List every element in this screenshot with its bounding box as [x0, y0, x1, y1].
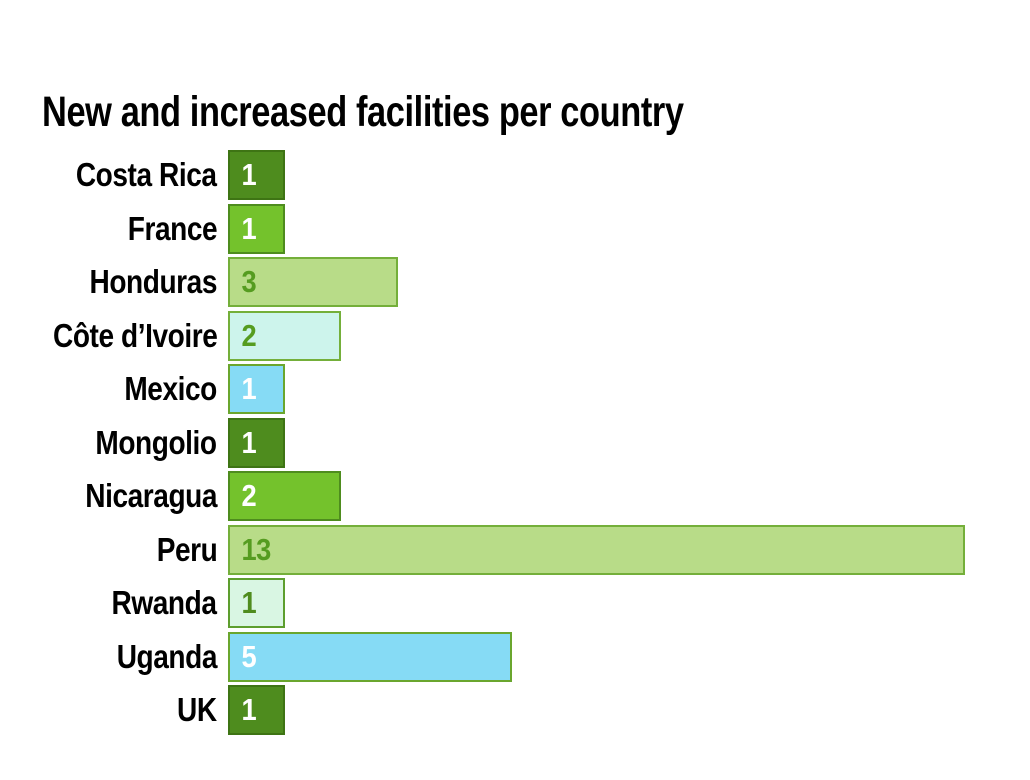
category-label: Rwanda [111, 584, 217, 621]
bar: 1 [228, 364, 285, 414]
bar: 1 [228, 578, 285, 628]
bar-value-label: 13 [241, 531, 271, 567]
bar-value-label: 1 [241, 424, 257, 460]
bar-value-label: 5 [241, 638, 257, 674]
bar-value-label: 1 [241, 210, 257, 246]
bar: 3 [228, 257, 399, 307]
bar: 2 [228, 471, 342, 521]
bar: 1 [228, 150, 285, 200]
category-label: Mexico [124, 370, 217, 407]
bar-value-label: 2 [241, 478, 257, 513]
bar-value-label: 1 [241, 371, 257, 406]
chart-row: Côte d’Ivoire 2 [0, 310, 1030, 361]
category-label: Côte d’Ivoire [52, 316, 218, 354]
bar-chart: Costa Rica 1 France 1 Honduras 3 Côte d’Ivoire… [0, 150, 1030, 750]
chart-row: Mexico 1 [0, 364, 1030, 414]
category-label: Uganda [116, 637, 218, 675]
category-label: Honduras [89, 263, 217, 300]
bar-value-label: 1 [241, 692, 257, 727]
bar: 2 [228, 310, 342, 361]
chart-row: France 1 [0, 203, 1030, 254]
category-label: Peru [156, 530, 217, 568]
bar: 1 [228, 685, 285, 735]
category-label: Costa Rica [76, 156, 217, 193]
chart-row: Peru 13 [0, 524, 1030, 575]
bar: 5 [228, 631, 512, 682]
bar-value-label: 2 [241, 317, 257, 353]
bar-value-label: 3 [241, 264, 257, 299]
bar: 13 [228, 524, 966, 575]
bar: 1 [228, 417, 285, 468]
category-label: Mongolio [95, 423, 218, 461]
chart-row: Honduras 3 [0, 257, 1030, 307]
chart-row: Mongolio 1 [0, 417, 1030, 468]
bar-value-label: 1 [241, 157, 257, 192]
chart-row: UK 1 [0, 685, 1030, 735]
chart-row: Costa Rica 1 [0, 150, 1030, 200]
category-label: Nicaragua [85, 477, 217, 514]
chart-row: Nicaragua 2 [0, 471, 1030, 521]
category-label: UK [177, 691, 217, 728]
chart-row: Rwanda 1 [0, 578, 1030, 628]
bar: 1 [228, 203, 285, 254]
bar-value-label: 1 [241, 585, 257, 620]
category-label: France [127, 209, 218, 247]
chart-row: Uganda 5 [0, 631, 1030, 682]
chart-title: New and increased facilities per country [42, 87, 684, 136]
